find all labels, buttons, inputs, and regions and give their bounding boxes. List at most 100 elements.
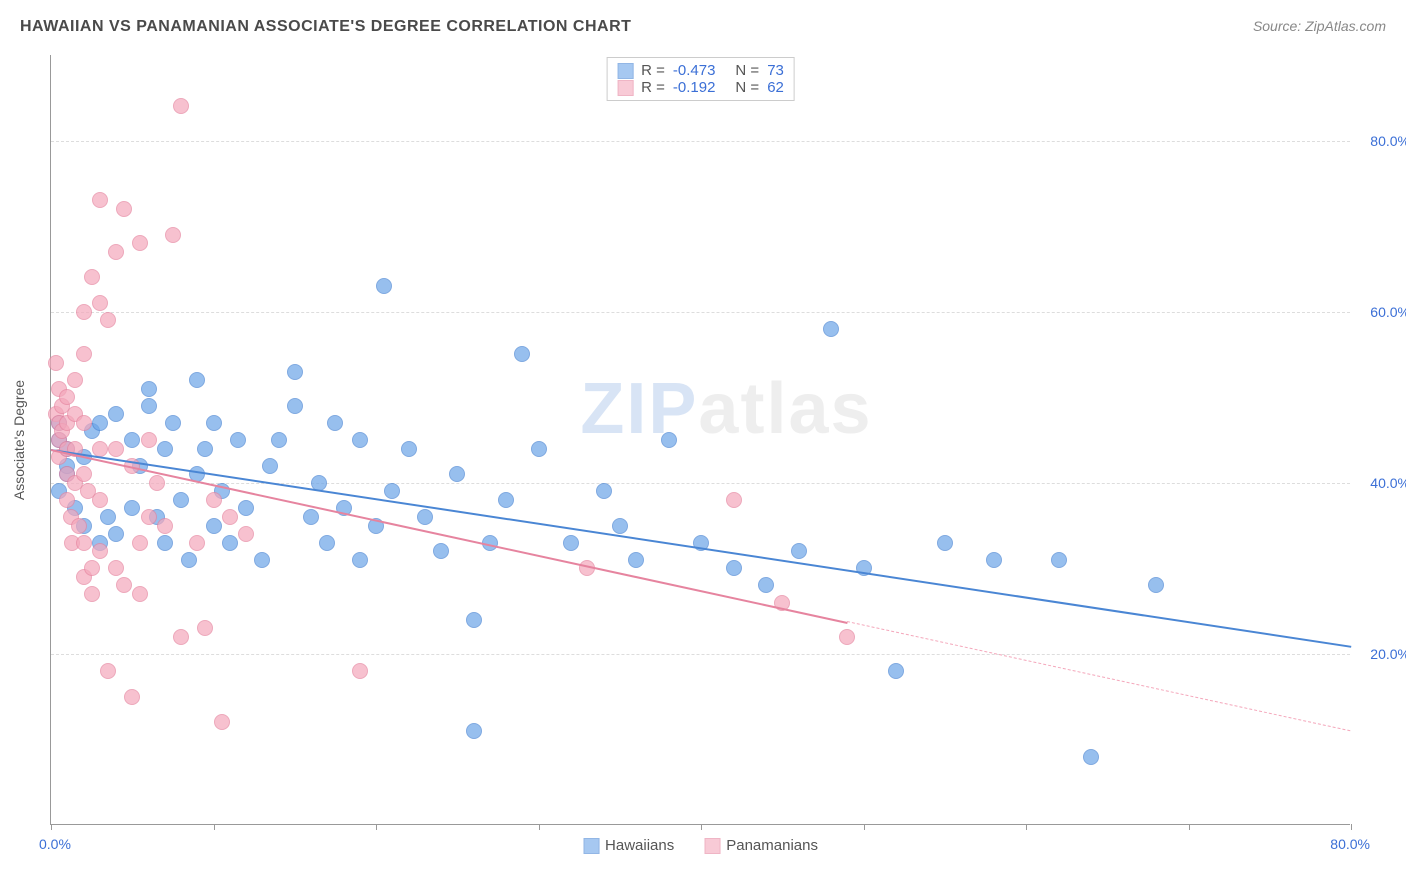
scatter-point xyxy=(230,432,246,448)
scatter-point xyxy=(384,483,400,499)
legend-r-value: -0.192 xyxy=(673,79,716,96)
x-axis-min-label: 0.0% xyxy=(39,836,71,852)
scatter-point xyxy=(433,543,449,559)
x-tick xyxy=(1189,824,1190,830)
chart-title: HAWAIIAN VS PANAMANIAN ASSOCIATE'S DEGRE… xyxy=(20,18,631,36)
scatter-point xyxy=(197,620,213,636)
legend-swatch xyxy=(617,63,633,79)
scatter-point xyxy=(888,663,904,679)
scatter-point xyxy=(189,535,205,551)
scatter-point xyxy=(76,415,92,431)
legend-stat-row: R =-0.192N =62 xyxy=(617,79,784,96)
legend-r-prefix: R = xyxy=(641,62,665,79)
legend-series-label: Panamanians xyxy=(726,837,818,854)
scatter-point xyxy=(287,364,303,380)
scatter-point xyxy=(141,432,157,448)
scatter-point xyxy=(141,398,157,414)
legend-swatch xyxy=(704,838,720,854)
scatter-point xyxy=(206,518,222,534)
scatter-point xyxy=(157,441,173,457)
scatter-point xyxy=(189,372,205,388)
legend-r-prefix: R = xyxy=(641,79,665,96)
scatter-point xyxy=(92,192,108,208)
legend-series-item: Hawaiians xyxy=(583,837,674,854)
legend-swatch xyxy=(583,838,599,854)
scatter-point xyxy=(222,509,238,525)
scatter-point xyxy=(84,269,100,285)
gridline xyxy=(51,483,1350,484)
scatter-point xyxy=(173,98,189,114)
legend-n-value: 62 xyxy=(767,79,784,96)
scatter-point xyxy=(206,415,222,431)
legend-n-value: 73 xyxy=(767,62,784,79)
y-tick-label: 60.0% xyxy=(1355,304,1406,320)
scatter-point xyxy=(76,346,92,362)
scatter-point xyxy=(100,312,116,328)
scatter-point xyxy=(514,346,530,362)
scatter-point xyxy=(76,466,92,482)
scatter-point xyxy=(726,492,742,508)
scatter-point xyxy=(222,535,238,551)
scatter-point xyxy=(100,509,116,525)
scatter-point xyxy=(76,535,92,551)
scatter-point xyxy=(157,518,173,534)
scatter-point xyxy=(124,500,140,516)
scatter-point xyxy=(149,475,165,491)
scatter-point xyxy=(661,432,677,448)
scatter-point xyxy=(181,552,197,568)
scatter-point xyxy=(71,518,87,534)
scatter-point xyxy=(108,406,124,422)
source-attribution: Source: ZipAtlas.com xyxy=(1253,18,1386,34)
scatter-point xyxy=(303,509,319,525)
scatter-point xyxy=(100,663,116,679)
scatter-point xyxy=(352,432,368,448)
legend-series-label: Hawaiians xyxy=(605,837,674,854)
legend-n-prefix: N = xyxy=(735,62,759,79)
x-tick xyxy=(376,824,377,830)
scatter-point xyxy=(92,543,108,559)
scatter-point xyxy=(563,535,579,551)
y-tick-label: 20.0% xyxy=(1355,646,1406,662)
x-axis-max-label: 80.0% xyxy=(1330,836,1370,852)
correlation-legend: R =-0.473N =73R =-0.192N =62 xyxy=(606,57,795,101)
scatter-point xyxy=(839,629,855,645)
scatter-point xyxy=(67,372,83,388)
scatter-point xyxy=(531,441,547,457)
scatter-point xyxy=(401,441,417,457)
scatter-point xyxy=(986,552,1002,568)
scatter-point xyxy=(1051,552,1067,568)
scatter-point xyxy=(612,518,628,534)
scatter-point xyxy=(84,560,100,576)
scatter-point xyxy=(197,441,213,457)
scatter-point xyxy=(84,586,100,602)
scatter-point xyxy=(173,492,189,508)
x-tick xyxy=(539,824,540,830)
scatter-point xyxy=(254,552,270,568)
legend-series-item: Panamanians xyxy=(704,837,818,854)
scatter-point xyxy=(262,458,278,474)
scatter-point xyxy=(108,441,124,457)
scatter-point xyxy=(59,492,75,508)
scatter-point xyxy=(206,492,222,508)
x-tick xyxy=(1026,824,1027,830)
scatter-point xyxy=(116,201,132,217)
scatter-point xyxy=(214,714,230,730)
scatter-point xyxy=(141,509,157,525)
scatter-point xyxy=(92,415,108,431)
scatter-point xyxy=(319,535,335,551)
scatter-point xyxy=(758,577,774,593)
scatter-plot-area: ZIPatlas Associate's Degree R =-0.473N =… xyxy=(50,55,1350,825)
scatter-point xyxy=(92,295,108,311)
scatter-point xyxy=(124,432,140,448)
gridline xyxy=(51,312,1350,313)
gridline xyxy=(51,654,1350,655)
watermark: ZIPatlas xyxy=(580,368,872,450)
scatter-point xyxy=(116,577,132,593)
scatter-point xyxy=(628,552,644,568)
scatter-point xyxy=(726,560,742,576)
x-tick xyxy=(864,824,865,830)
scatter-point xyxy=(937,535,953,551)
scatter-point xyxy=(287,398,303,414)
scatter-point xyxy=(1148,577,1164,593)
scatter-point xyxy=(449,466,465,482)
